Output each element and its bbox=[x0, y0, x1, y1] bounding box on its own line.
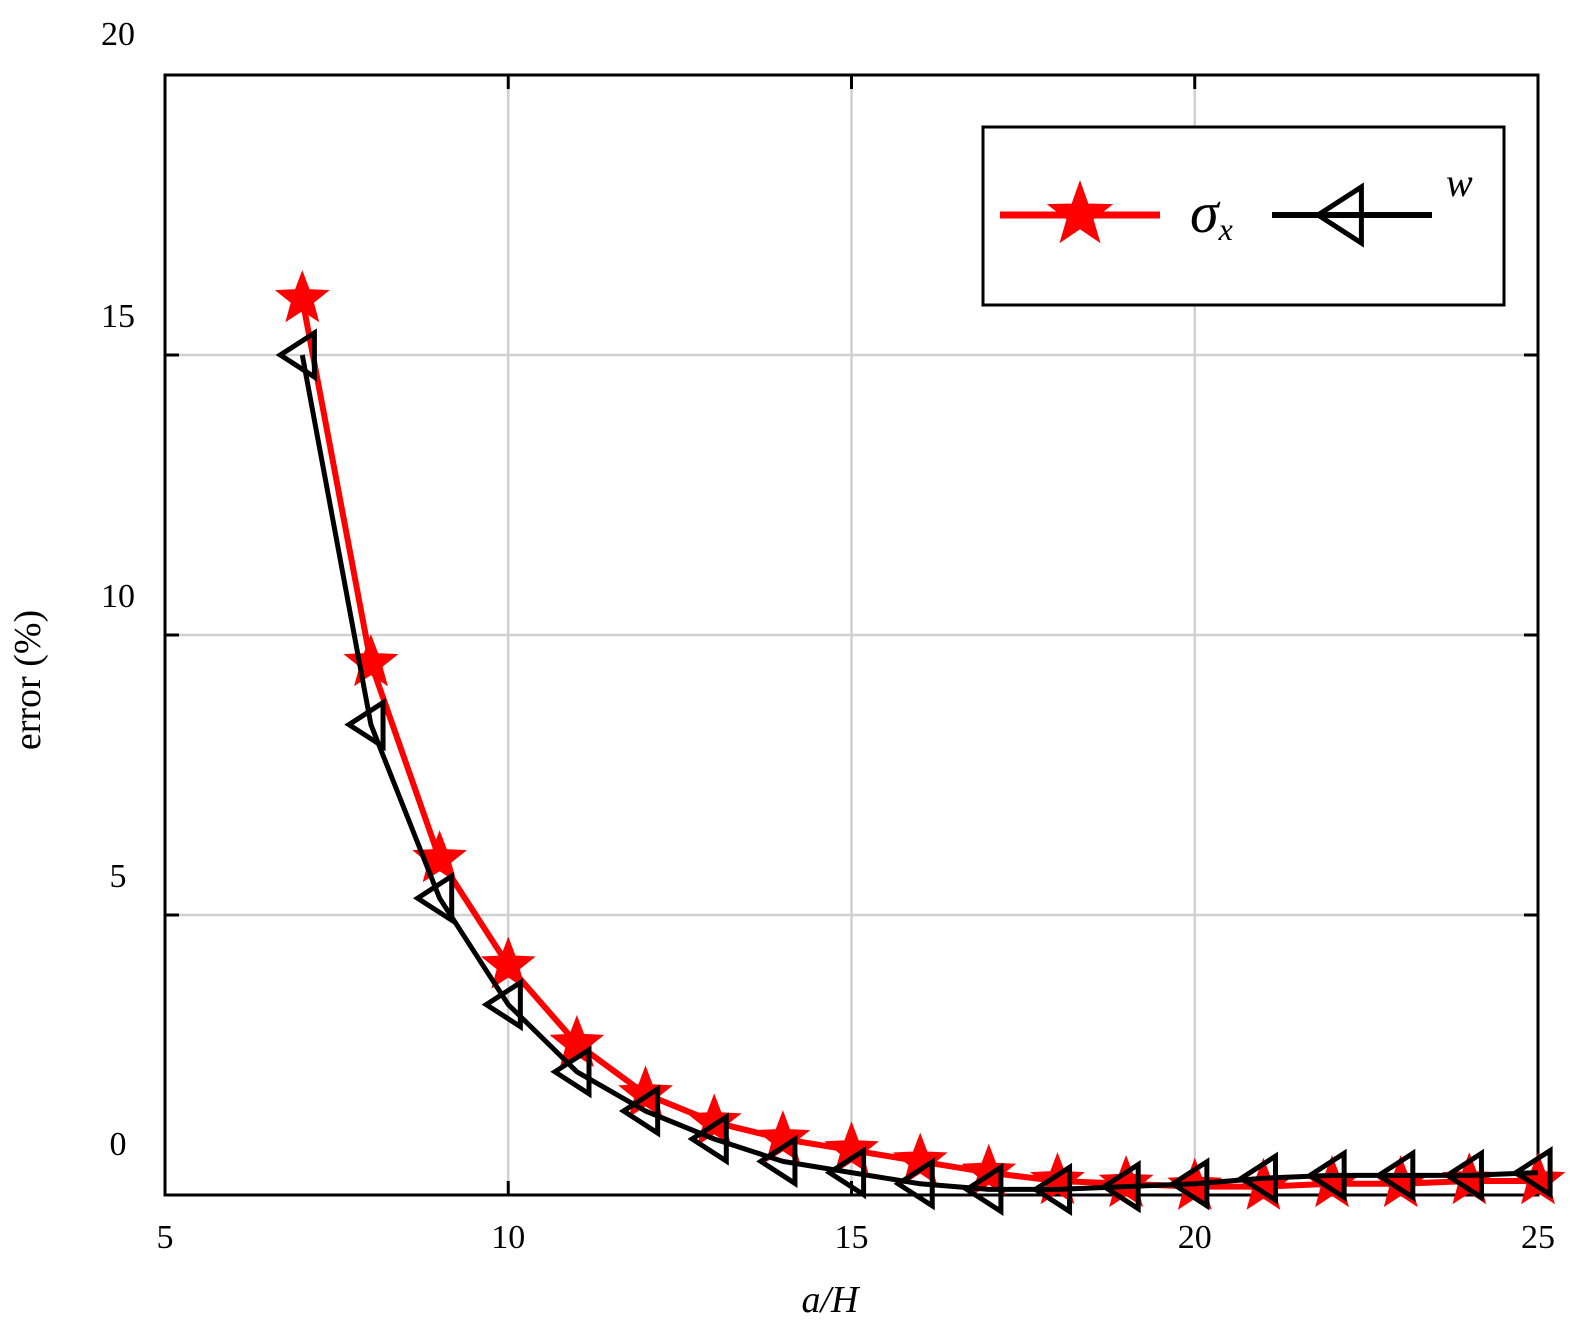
triangle-marker bbox=[687, 1112, 729, 1166]
triangle-marker bbox=[893, 1157, 935, 1211]
star-marker bbox=[343, 634, 399, 687]
series-w bbox=[275, 328, 1553, 1216]
star-marker bbox=[1030, 1152, 1085, 1205]
triangle-marker bbox=[618, 1084, 661, 1138]
triangle-marker bbox=[1099, 1160, 1141, 1214]
triangle-marker bbox=[1305, 1148, 1347, 1202]
x-tick-label: 25 bbox=[1521, 1219, 1555, 1256]
series-line bbox=[299, 354, 1539, 1192]
y-tick-label: 20 bbox=[101, 16, 135, 53]
x-tick-label: 20 bbox=[1178, 1219, 1212, 1256]
triangle-marker bbox=[1511, 1146, 1553, 1200]
y-axis-title: error (%) bbox=[7, 610, 49, 750]
star-marker bbox=[618, 1065, 673, 1118]
x-axis-title: a/H bbox=[802, 1279, 862, 1321]
triangle-marker bbox=[756, 1134, 798, 1188]
triangle-marker bbox=[412, 871, 455, 925]
star-marker bbox=[686, 1093, 742, 1146]
star-marker bbox=[274, 270, 330, 323]
triangle-marker bbox=[275, 328, 317, 382]
triangle-marker bbox=[824, 1146, 867, 1200]
star-marker bbox=[961, 1143, 1017, 1196]
triangle-marker bbox=[344, 698, 386, 752]
plot-frame bbox=[163, 73, 1540, 1197]
triangle-marker bbox=[550, 1045, 592, 1099]
y-tick-label: 10 bbox=[101, 578, 135, 615]
tick-labels: 5 10 15 20 25 0 5 10 15 20 bbox=[101, 16, 1555, 1256]
x-tick-label: 10 bbox=[491, 1219, 525, 1256]
legend-star-marker bbox=[1046, 179, 1114, 244]
y-tick-label: 15 bbox=[101, 298, 135, 335]
legend: σx w bbox=[981, 125, 1506, 307]
triangle-marker bbox=[1030, 1162, 1073, 1216]
triangle-marker bbox=[1168, 1157, 1210, 1211]
data-series bbox=[274, 270, 1566, 1216]
star-marker bbox=[480, 936, 536, 989]
y-tick-label: 5 bbox=[110, 858, 127, 895]
triangle-marker bbox=[1236, 1151, 1278, 1205]
legend-sigma-label: σx bbox=[1190, 180, 1233, 247]
legend-triangle-marker bbox=[1313, 182, 1364, 248]
x-tick-label: 5 bbox=[157, 1219, 174, 1256]
star-marker bbox=[1098, 1154, 1154, 1208]
legend-w-label: w bbox=[1446, 160, 1473, 205]
triangle-marker bbox=[1442, 1148, 1484, 1202]
triangle-marker bbox=[481, 978, 523, 1032]
triangle-marker bbox=[962, 1162, 1004, 1216]
y-tick-label: 0 bbox=[110, 1126, 127, 1163]
x-tick-label: 15 bbox=[835, 1219, 869, 1256]
triangle-marker bbox=[1374, 1148, 1416, 1202]
